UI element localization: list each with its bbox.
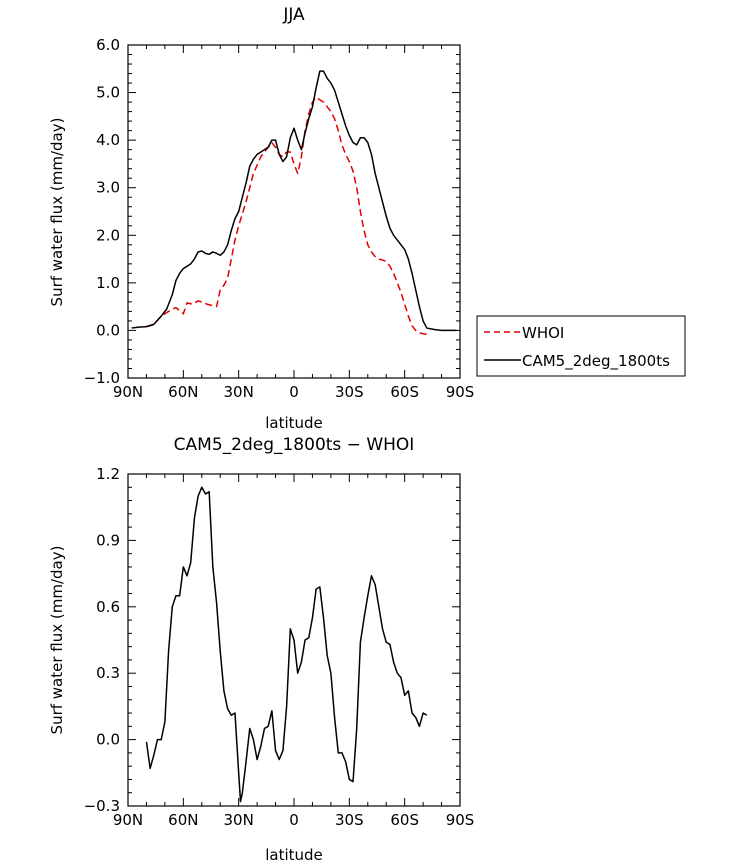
x-tick-label: 90N xyxy=(113,811,143,829)
x-tick-label: 0 xyxy=(289,383,299,401)
y-tick-label: 0.3 xyxy=(96,664,120,682)
y-tick-label: −0.3 xyxy=(84,797,120,815)
x-tick-label: 60S xyxy=(390,383,419,401)
y-tick-label: 0.6 xyxy=(96,598,120,616)
x-tick-label: 60S xyxy=(390,811,419,829)
x-tick-label: 30S xyxy=(335,383,364,401)
y-tick-label: 0.0 xyxy=(96,731,120,749)
x-tick-label: 90S xyxy=(446,383,475,401)
y-tick-label: 1.2 xyxy=(96,465,120,483)
x-axis-label-top: latitude xyxy=(265,414,323,432)
y-tick-label: 3.0 xyxy=(96,179,120,197)
legend: WHOI CAM5_2deg_1800ts xyxy=(476,315,686,377)
chart-title-bottom: CAM5_2deg_1800ts − WHOI xyxy=(174,435,415,455)
y-axis-label-bottom: Surf water flux (mm/day) xyxy=(48,546,66,735)
x-tick-label: 0 xyxy=(289,811,299,829)
y-axis-label-top: Surf water flux (mm/day) xyxy=(48,118,66,307)
x-tick-label: 60N xyxy=(168,383,198,401)
x-tick-label: 60N xyxy=(168,811,198,829)
chart-panel-top: JJA 90N 60N 30N 0 30S 60S 90S −1.0 0.0 1.0 2.0 3.0 4… xyxy=(48,5,474,432)
x-tick-label: 30N xyxy=(224,383,254,401)
chart-title-top: JJA xyxy=(282,5,305,25)
y-tick-label: 5.0 xyxy=(96,84,120,102)
y-tick-label: 0.9 xyxy=(96,531,120,549)
plot-frame xyxy=(127,44,461,379)
x-tick-label: 90N xyxy=(113,383,143,401)
x-tick-label: 30N xyxy=(224,811,254,829)
legend-label-cam5: CAM5_2deg_1800ts xyxy=(522,352,670,371)
plot-area-top: 90N 60N 30N 0 30S 60S 90S −1.0 0.0 1.0 2.0 3.0 4.0 5.… xyxy=(84,36,475,401)
plot-area-bottom: 90N 60N 30N 0 30S 60S 90S −0.3 0.0 0.3 0.6 0.9 1.2 xyxy=(84,465,475,829)
x-tick-label: 30S xyxy=(335,811,364,829)
series-line-panel1-0 xyxy=(145,486,428,803)
y-tick-label: −1.0 xyxy=(84,369,120,387)
x-tick-label: 90S xyxy=(446,811,475,829)
chart-panel-bottom: CAM5_2deg_1800ts − WHOI 90N 60N 30N 0 30S 60S… xyxy=(48,435,474,864)
x-axis-label-bottom: latitude xyxy=(265,846,323,864)
legend-box xyxy=(476,315,686,377)
y-tick-label: 0.0 xyxy=(96,321,120,339)
y-tick-label: 2.0 xyxy=(96,226,120,244)
y-tick-label: 1.0 xyxy=(96,274,120,292)
y-tick-label: 6.0 xyxy=(96,36,120,54)
y-tick-label: 4.0 xyxy=(96,131,120,149)
series-line-whoi xyxy=(146,96,427,335)
legend-label-whoi: WHOI xyxy=(522,324,564,342)
series-line-cam5-2deg-1800ts xyxy=(131,70,457,332)
